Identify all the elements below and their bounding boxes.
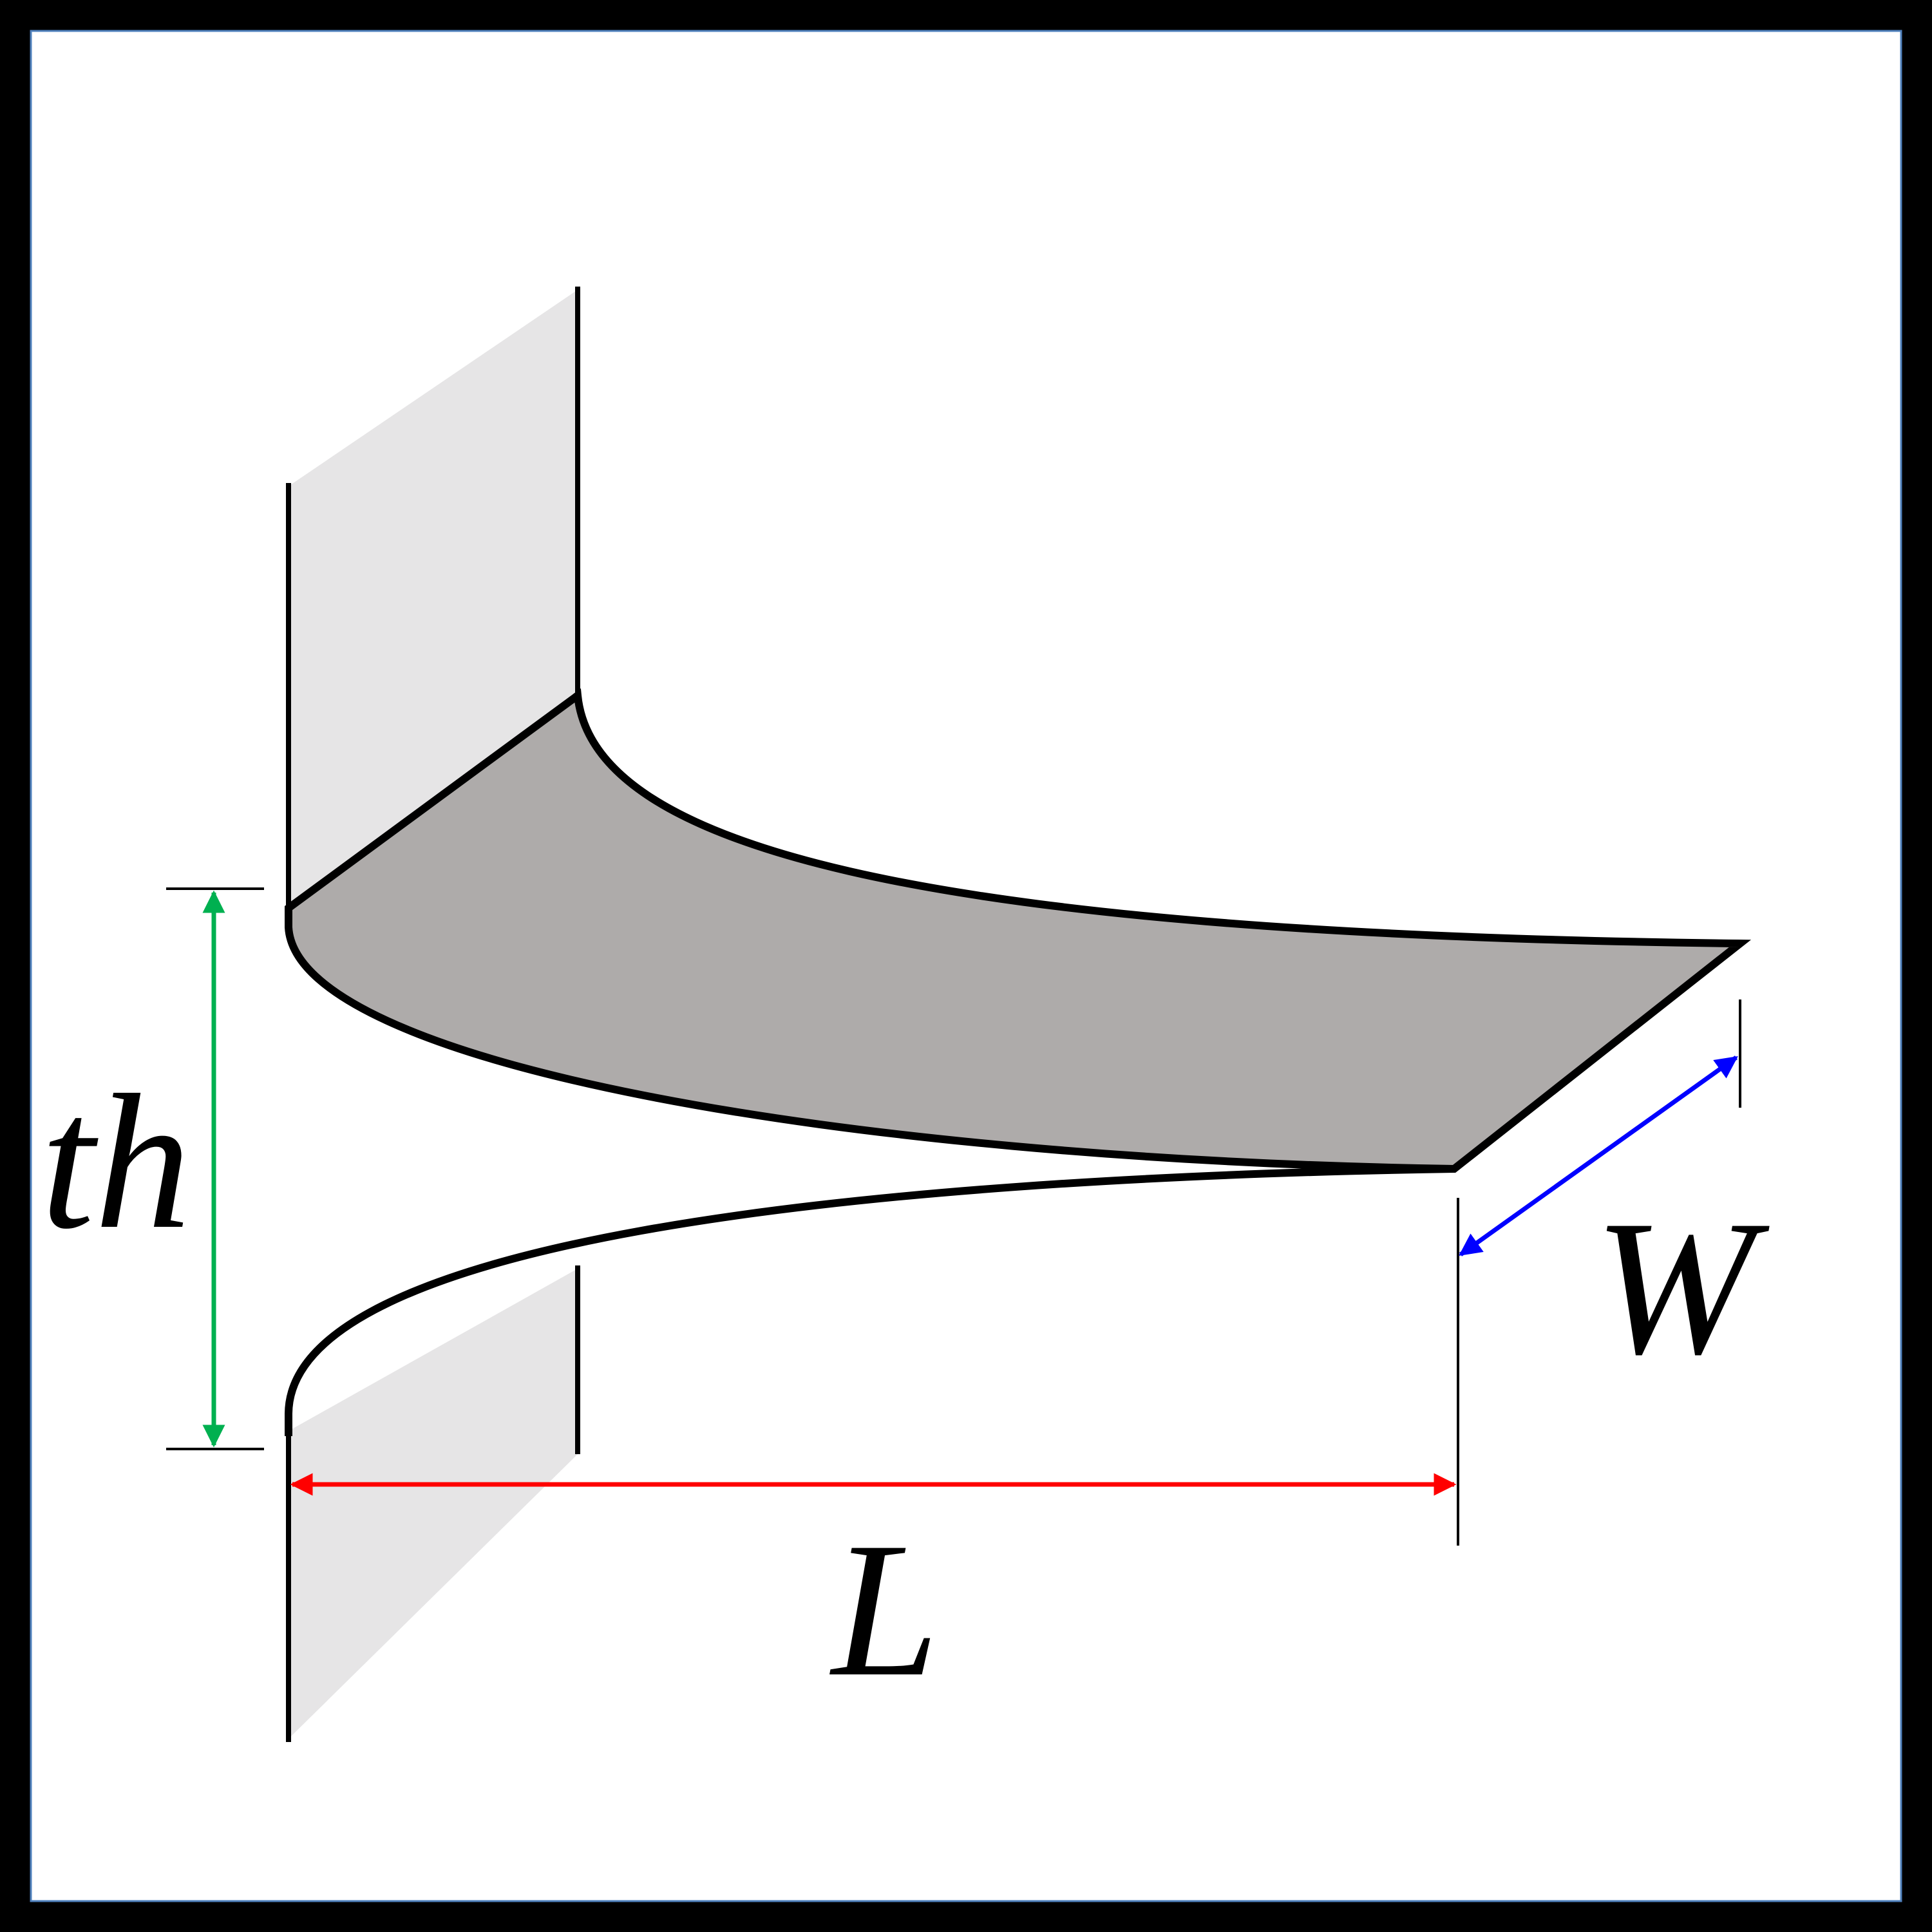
- fin-lower-profile: [285, 1165, 1455, 1436]
- width-label: W: [1594, 1180, 1772, 1394]
- thickness-label: th: [41, 1055, 191, 1269]
- fin-top-face: [285, 688, 1752, 1173]
- wall-upper-face: [289, 290, 578, 908]
- width-arrow: [1459, 1056, 1738, 1256]
- length-label: L: [829, 1502, 940, 1716]
- wall-lower-face: [289, 1269, 578, 1739]
